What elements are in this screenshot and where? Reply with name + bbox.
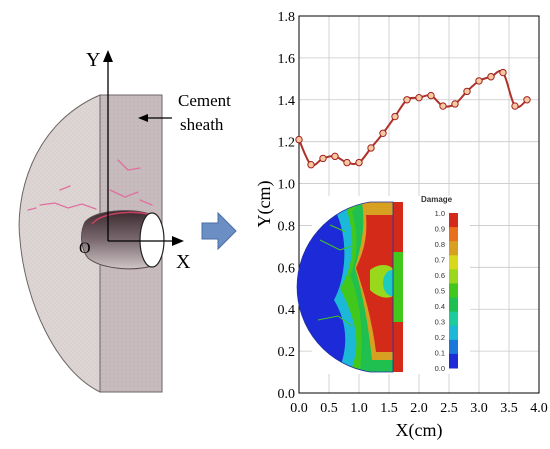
x-tick-label: 3.0	[470, 401, 488, 416]
data-point	[523, 96, 531, 104]
colorbar-swatch	[449, 213, 458, 228]
data-point	[379, 129, 387, 137]
data-point	[391, 112, 399, 121]
colorbar-level-label: 0.3	[435, 318, 445, 327]
colorbar-level-label: 0.9	[435, 225, 445, 234]
contour-outline	[296, 201, 394, 373]
colorbar-level-label: 0.4	[435, 302, 445, 311]
colorbar-swatch	[449, 339, 458, 355]
cement-label-line1: Cement	[178, 91, 231, 110]
y-tick-labels: 0.0 0.2 0.4 0.6 0.8 1.0 1.2 1.4 1.6 1.8	[278, 10, 296, 402]
data-point	[343, 158, 351, 167]
colorbar-swatch	[449, 325, 458, 341]
y-tick-label: 0.4	[278, 303, 296, 318]
x-axis-label: X(cm)	[396, 420, 443, 441]
perforation-mouth	[139, 212, 165, 268]
y-tick-label: 0.2	[278, 345, 296, 360]
damage-contour-inset: Damage 1.0 0.9 0.8 0.7 0.6 0.5 0.4 0.3 0.2 0.1 0.0	[296, 195, 470, 374]
wellbore-schematic: Y X O Cement sheath	[18, 49, 231, 393]
data-point	[307, 161, 315, 169]
contour-field	[297, 202, 393, 372]
data-point	[415, 93, 423, 102]
x-tick-label: 0.5	[320, 401, 338, 416]
contour-right-strip-red-lower	[393, 322, 403, 372]
perforation-crack-edge	[91, 211, 149, 225]
cement-label-line2: sheath	[180, 115, 224, 134]
colorbar-swatch	[449, 227, 458, 242]
colorbar-level-label: 0.7	[435, 256, 445, 265]
data-point	[475, 77, 483, 85]
y-tick-label: 1.8	[278, 10, 296, 25]
data-point	[331, 152, 339, 161]
crack-pattern	[27, 159, 153, 211]
colorbar-swatch	[449, 297, 458, 313]
data-point	[463, 87, 471, 96]
colorbar-title: Damage	[421, 195, 453, 204]
x-tick-label: 4.0	[530, 401, 548, 416]
perforation-hole	[81, 210, 153, 270]
y-tick-label: 1.6	[278, 52, 296, 67]
colorbar-level-label: 0.1	[435, 349, 445, 358]
data-point	[511, 102, 519, 110]
data-point	[451, 100, 459, 108]
damage-colorbar: 1.0 0.9 0.8 0.7 0.6 0.5 0.4 0.3 0.2 0.1 0.0	[435, 209, 458, 373]
schematic-y-arrowhead	[103, 50, 113, 62]
colorbar-swatch	[449, 283, 458, 299]
x-tick-label: 1.0	[350, 401, 368, 416]
y-tick-label: 0.0	[278, 387, 296, 402]
data-point	[355, 158, 363, 167]
y-tick-label: 1.4	[278, 94, 296, 109]
data-point	[295, 135, 303, 144]
series-line	[298, 69, 528, 167]
schematic-x-arrowhead	[172, 236, 184, 246]
cement-label-arrowhead	[138, 114, 148, 122]
damage-profile-chart: 0.00.20.40.60.81.01.21.41.61.8 0.0 0.5 1.0…	[254, 10, 548, 441]
colorbar-level-label: 1.0	[435, 209, 445, 218]
y-axis-label: Y(cm)	[254, 181, 275, 228]
data-point	[403, 96, 411, 104]
data-point	[499, 68, 507, 77]
colorbar-swatch	[449, 353, 458, 369]
x-tick-label: 3.5	[500, 401, 518, 416]
x-tick-label: 1.5	[380, 401, 398, 416]
y-tick-label: 0.6	[278, 261, 296, 276]
transition-arrow	[201, 211, 237, 251]
cement-disk	[18, 94, 101, 393]
colorbar-level-label: 0.0	[435, 364, 445, 373]
contour-right-strip-red	[393, 202, 403, 252]
data-point	[319, 154, 327, 163]
y-tick-label: 0.8	[278, 219, 296, 234]
y-tick-label: 1.2	[278, 136, 296, 151]
colorbar-level-label: 0.6	[435, 271, 445, 280]
x-tick-labels: 0.0 0.5 1.0 1.5 2.0 2.5 3.0 3.5 4.0	[290, 401, 548, 416]
colorbar-level-label: 0.8	[435, 240, 445, 249]
colorbar-swatch	[449, 269, 458, 284]
colorbar-level-label: 0.5	[435, 287, 445, 296]
data-point	[439, 102, 447, 110]
x-tick-label: 2.0	[410, 401, 428, 416]
data-point	[367, 144, 375, 152]
schematic-x-label: X	[176, 251, 191, 273]
series-markers	[295, 68, 531, 169]
colorbar-level-label: 0.2	[435, 333, 445, 342]
schematic-y-label: Y	[86, 49, 100, 71]
schematic-origin-label: O	[79, 240, 91, 257]
x-tick-label: 2.5	[440, 401, 458, 416]
chart-plot-frame	[298, 15, 540, 394]
colorbar-swatch	[449, 241, 458, 256]
y-tick-label: 1.0	[278, 178, 296, 193]
contour-right-strip-green	[393, 252, 403, 322]
colorbar-swatch	[449, 255, 458, 270]
data-point	[427, 91, 435, 100]
data-point	[487, 73, 495, 81]
colorbar-swatch	[449, 311, 458, 327]
x-tick-label: 0.0	[290, 401, 308, 416]
